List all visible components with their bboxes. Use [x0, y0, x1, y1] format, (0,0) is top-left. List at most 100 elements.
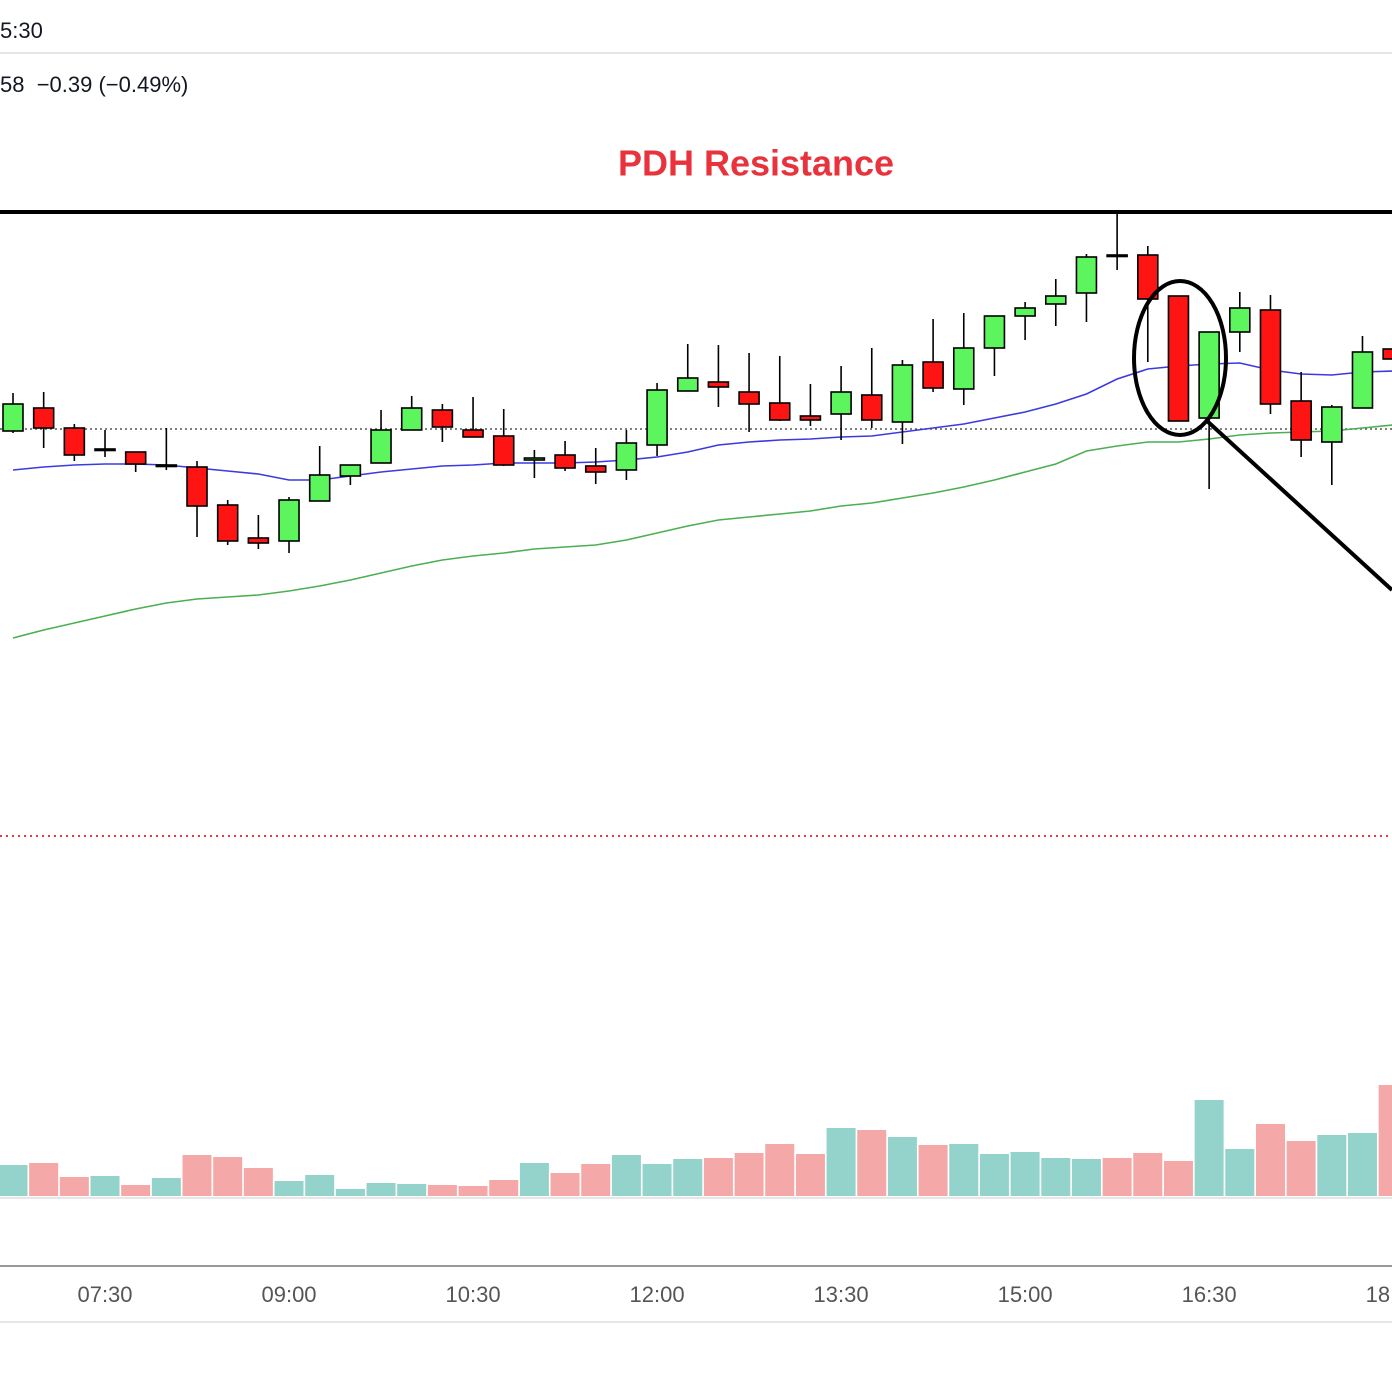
candle-body	[983, 315, 1006, 349]
candle-body	[891, 364, 914, 423]
volume-bar	[397, 1184, 427, 1196]
candle-body	[155, 464, 178, 468]
plot: 07:30 09:00 10:30 12:00 13:30 15:00 16:30 18:00	[0, 210, 1392, 1307]
candle-body	[799, 415, 822, 421]
volume-bar	[1102, 1158, 1132, 1196]
volume-bar	[1163, 1161, 1193, 1196]
candle-body	[615, 442, 638, 471]
volume-bar	[979, 1154, 1009, 1196]
volume-bar	[1071, 1159, 1101, 1196]
candle-body	[1075, 256, 1098, 294]
candle-body	[1044, 295, 1067, 305]
candle-body	[462, 429, 484, 438]
volume-bar	[826, 1128, 856, 1196]
candle-body	[768, 402, 791, 421]
volume-bar	[1041, 1158, 1071, 1196]
candle-body	[431, 409, 454, 428]
volume-bar	[550, 1173, 580, 1196]
volume-bar	[335, 1189, 365, 1196]
candle-body	[738, 391, 760, 405]
volume-bar	[489, 1180, 519, 1196]
volume-bar	[1255, 1124, 1285, 1196]
candle-body	[830, 391, 852, 415]
volume-bar	[887, 1137, 917, 1196]
volume-bar	[1378, 1085, 1392, 1196]
volume-bar	[1286, 1141, 1316, 1196]
volume-bar	[151, 1178, 181, 1196]
candle-body	[523, 457, 546, 461]
candle-body	[124, 451, 147, 465]
x-tick-label: 09:00	[261, 1282, 316, 1307]
candle-body	[1382, 348, 1392, 360]
volume-bar	[1133, 1153, 1163, 1196]
candle-body	[1167, 295, 1190, 422]
candle-body	[216, 504, 239, 542]
candle-body	[1351, 351, 1374, 409]
candle-body	[1136, 254, 1159, 300]
candle-body	[952, 347, 975, 390]
candle-body	[247, 537, 270, 544]
header-time: 5:30	[0, 18, 43, 43]
volume-bar	[1317, 1135, 1347, 1196]
volume-bar	[734, 1153, 764, 1196]
volume-bar	[59, 1177, 89, 1196]
volume-bar	[673, 1159, 703, 1196]
candle-body	[308, 474, 331, 502]
candle-body	[707, 381, 730, 388]
candle-body	[32, 407, 55, 429]
volume-bar	[29, 1163, 59, 1196]
volume-bar	[458, 1186, 488, 1196]
volume-bar	[1010, 1152, 1040, 1196]
volume-bar	[213, 1157, 243, 1196]
volume-bar	[1194, 1100, 1224, 1196]
volume-bar	[427, 1185, 457, 1196]
volume-bar	[918, 1145, 948, 1196]
volume-bar	[1347, 1133, 1377, 1196]
candle-body	[339, 464, 362, 477]
volume-bar	[519, 1163, 549, 1196]
candle-body	[922, 361, 944, 389]
candle-body	[370, 429, 392, 464]
candle-body	[63, 427, 86, 456]
x-tick-label: 13:30	[814, 1282, 869, 1307]
volume-bar	[121, 1185, 151, 1196]
volume-bar	[182, 1155, 212, 1196]
candle-body	[554, 454, 576, 469]
candle-body	[676, 377, 699, 392]
candle-body	[2, 403, 24, 432]
volume-bar	[581, 1164, 611, 1196]
candle-body	[584, 465, 607, 473]
highlight-ellipse	[1132, 279, 1228, 437]
candle-body	[1321, 406, 1343, 443]
candle-body	[860, 394, 883, 421]
volume-bar	[243, 1168, 273, 1196]
x-tick-label: 16:30	[1182, 1282, 1237, 1307]
candle-body	[94, 448, 116, 452]
x-tick-label: 15:00	[998, 1282, 1053, 1307]
x-tick-label: 07:30	[77, 1282, 132, 1307]
volume-bar	[305, 1175, 335, 1196]
x-tick-label: 10:30	[446, 1282, 501, 1307]
candle-body	[1106, 254, 1128, 258]
volume-bar	[366, 1183, 396, 1196]
candle-body	[646, 389, 668, 446]
volume-bar	[90, 1176, 120, 1196]
candle-body	[278, 499, 300, 542]
arrow-line	[1204, 418, 1392, 592]
x-tick-label: 18:00	[1366, 1282, 1392, 1307]
volume-bar	[857, 1130, 887, 1196]
candle-body	[1229, 307, 1251, 333]
moving-average	[12, 424, 1392, 639]
header-change: 58 −0.39 (−0.49%)	[0, 72, 189, 97]
volume-bar	[795, 1154, 825, 1196]
volume-bar	[274, 1181, 304, 1196]
candle-body	[1259, 309, 1282, 405]
candle-body	[1290, 400, 1312, 441]
x-tick-label: 12:00	[630, 1282, 685, 1307]
volume-bar	[642, 1164, 672, 1196]
volume-bar	[0, 1165, 28, 1196]
candle-body	[400, 407, 423, 431]
candle-body	[1014, 307, 1036, 317]
